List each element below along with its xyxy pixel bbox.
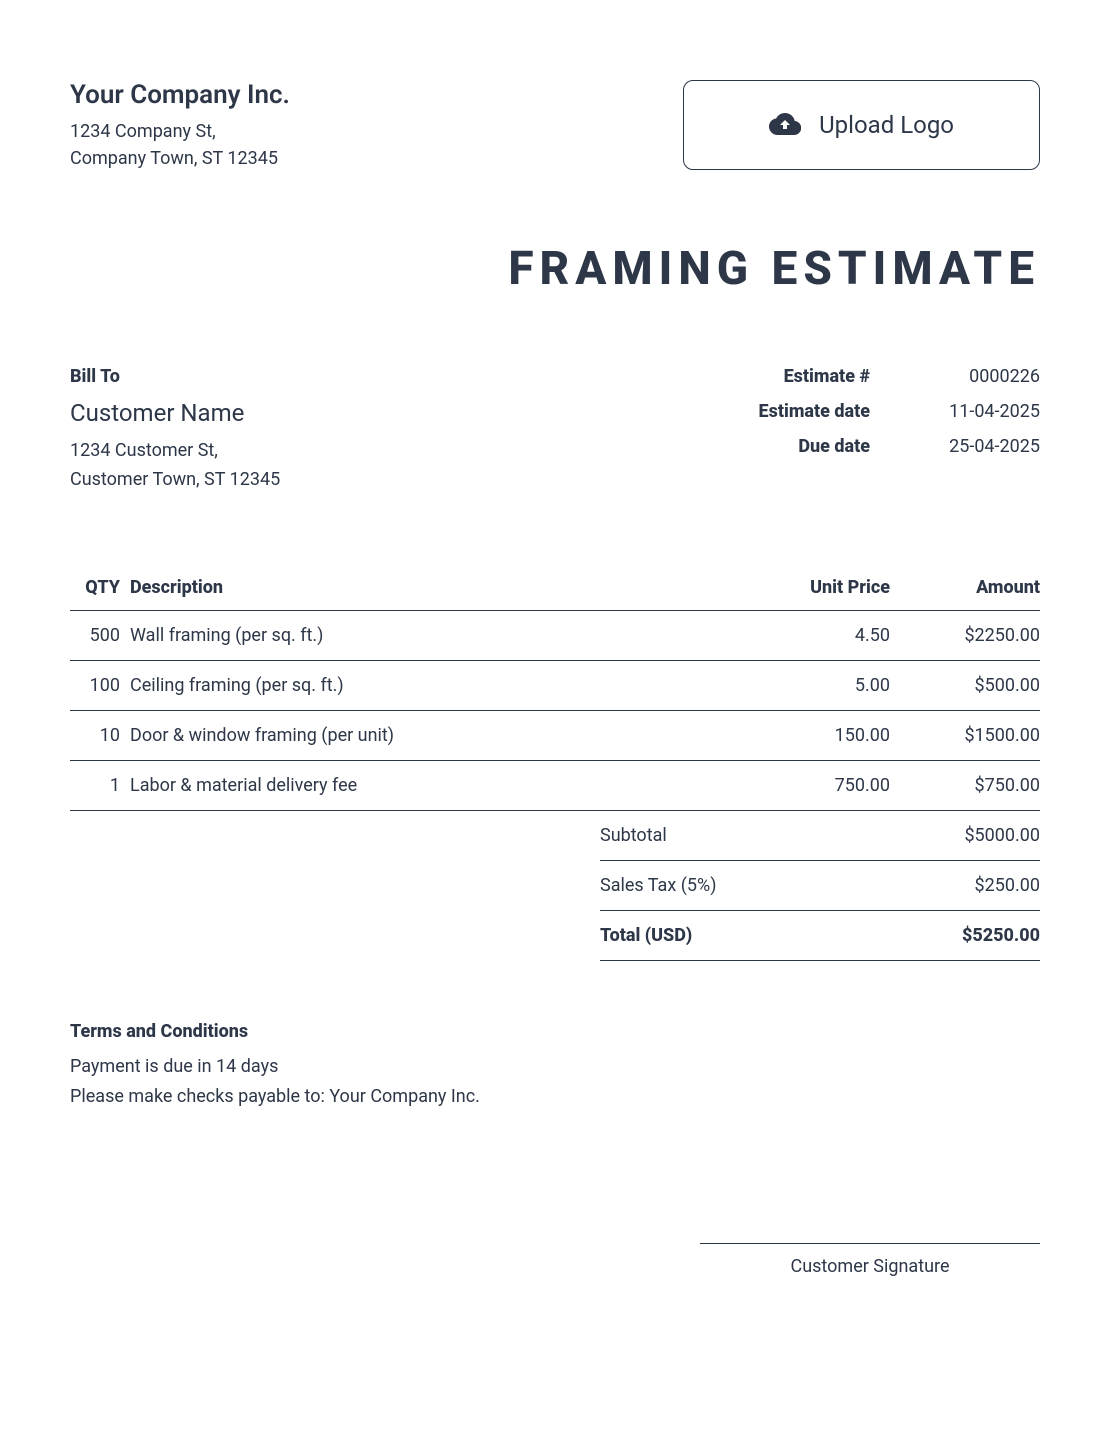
estimate-date-value: 11-04-2025 (930, 401, 1040, 422)
table-row: 10 Door & window framing (per unit) 150.… (70, 710, 1040, 760)
cell-unit-price: 150.00 (730, 710, 890, 760)
cloud-upload-icon (769, 111, 801, 139)
bill-to-label: Bill To (70, 366, 730, 387)
cell-unit-price: 5.00 (730, 660, 890, 710)
cell-amount: $750.00 (890, 760, 1040, 810)
table-header-row: QTY Description Unit Price Amount (70, 565, 1040, 611)
terms-section: Terms and Conditions Payment is due in 1… (70, 1021, 1040, 1113)
customer-address-line2: Customer Town, ST 12345 (70, 466, 730, 495)
due-date-value: 25-04-2025 (930, 436, 1040, 457)
document-title: FRAMING ESTIMATE (70, 242, 1040, 296)
header-unit-price: Unit Price (730, 565, 890, 611)
bill-to-block: Bill To Customer Name 1234 Customer St, … (70, 366, 730, 495)
total-label: Total (USD) (600, 925, 692, 946)
header-amount: Amount (890, 565, 1040, 611)
upload-logo-label: Upload Logo (819, 111, 954, 139)
cell-qty: 1 (70, 760, 130, 810)
cell-description: Labor & material delivery fee (130, 760, 730, 810)
cell-description: Door & window framing (per unit) (130, 710, 730, 760)
items-table: QTY Description Unit Price Amount 500 Wa… (70, 565, 1040, 811)
subtotal-label: Subtotal (600, 825, 667, 846)
cell-qty: 500 (70, 610, 130, 660)
estimate-number-label: Estimate # (730, 366, 870, 387)
header-qty: QTY (70, 565, 130, 611)
company-address-line1: 1234 Company St, (70, 118, 683, 145)
totals-section: Subtotal $5000.00 Sales Tax (5%) $250.00… (70, 811, 1040, 961)
totals-inner: Subtotal $5000.00 Sales Tax (5%) $250.00… (600, 811, 1040, 961)
total-value: $5250.00 (962, 925, 1040, 946)
total-row: Total (USD) $5250.00 (600, 911, 1040, 961)
estimate-number-row: Estimate # 0000226 (730, 366, 1040, 387)
estimate-date-row: Estimate date 11-04-2025 (730, 401, 1040, 422)
cell-unit-price: 750.00 (730, 760, 890, 810)
company-name: Your Company Inc. (70, 80, 683, 110)
cell-qty: 100 (70, 660, 130, 710)
customer-address: 1234 Customer St, Customer Town, ST 1234… (70, 437, 730, 495)
due-date-label: Due date (730, 436, 870, 457)
estimate-details: Estimate # 0000226 Estimate date 11-04-2… (730, 366, 1040, 495)
cell-unit-price: 4.50 (730, 610, 890, 660)
subtotal-row: Subtotal $5000.00 (600, 811, 1040, 861)
header-row: Your Company Inc. 1234 Company St, Compa… (70, 80, 1040, 172)
tax-value: $250.00 (975, 875, 1040, 896)
table-row: 100 Ceiling framing (per sq. ft.) 5.00 $… (70, 660, 1040, 710)
cell-description: Ceiling framing (per sq. ft.) (130, 660, 730, 710)
tax-label: Sales Tax (5%) (600, 875, 716, 896)
table-row: 1 Labor & material delivery fee 750.00 $… (70, 760, 1040, 810)
company-address: 1234 Company St, Company Town, ST 12345 (70, 118, 683, 172)
terms-line2: Please make checks payable to: Your Comp… (70, 1082, 1040, 1113)
signature-box: Customer Signature (700, 1243, 1040, 1277)
table-row: 500 Wall framing (per sq. ft.) 4.50 $225… (70, 610, 1040, 660)
estimate-number-value: 0000226 (930, 366, 1040, 387)
upload-logo-button[interactable]: Upload Logo (683, 80, 1040, 170)
customer-name: Customer Name (70, 399, 730, 427)
estimate-date-label: Estimate date (730, 401, 870, 422)
terms-heading: Terms and Conditions (70, 1021, 1040, 1042)
terms-line1: Payment is due in 14 days (70, 1052, 1040, 1083)
subtotal-value: $5000.00 (964, 825, 1040, 846)
signature-label: Customer Signature (791, 1256, 950, 1277)
cell-qty: 10 (70, 710, 130, 760)
info-section: Bill To Customer Name 1234 Customer St, … (70, 366, 1040, 495)
customer-address-line1: 1234 Customer St, (70, 437, 730, 466)
signature-section: Customer Signature (70, 1243, 1040, 1277)
cell-amount: $500.00 (890, 660, 1040, 710)
cell-description: Wall framing (per sq. ft.) (130, 610, 730, 660)
cell-amount: $1500.00 (890, 710, 1040, 760)
due-date-row: Due date 25-04-2025 (730, 436, 1040, 457)
cell-amount: $2250.00 (890, 610, 1040, 660)
header-description: Description (130, 565, 730, 611)
tax-row: Sales Tax (5%) $250.00 (600, 861, 1040, 911)
company-address-line2: Company Town, ST 12345 (70, 145, 683, 172)
company-info: Your Company Inc. 1234 Company St, Compa… (70, 80, 683, 172)
